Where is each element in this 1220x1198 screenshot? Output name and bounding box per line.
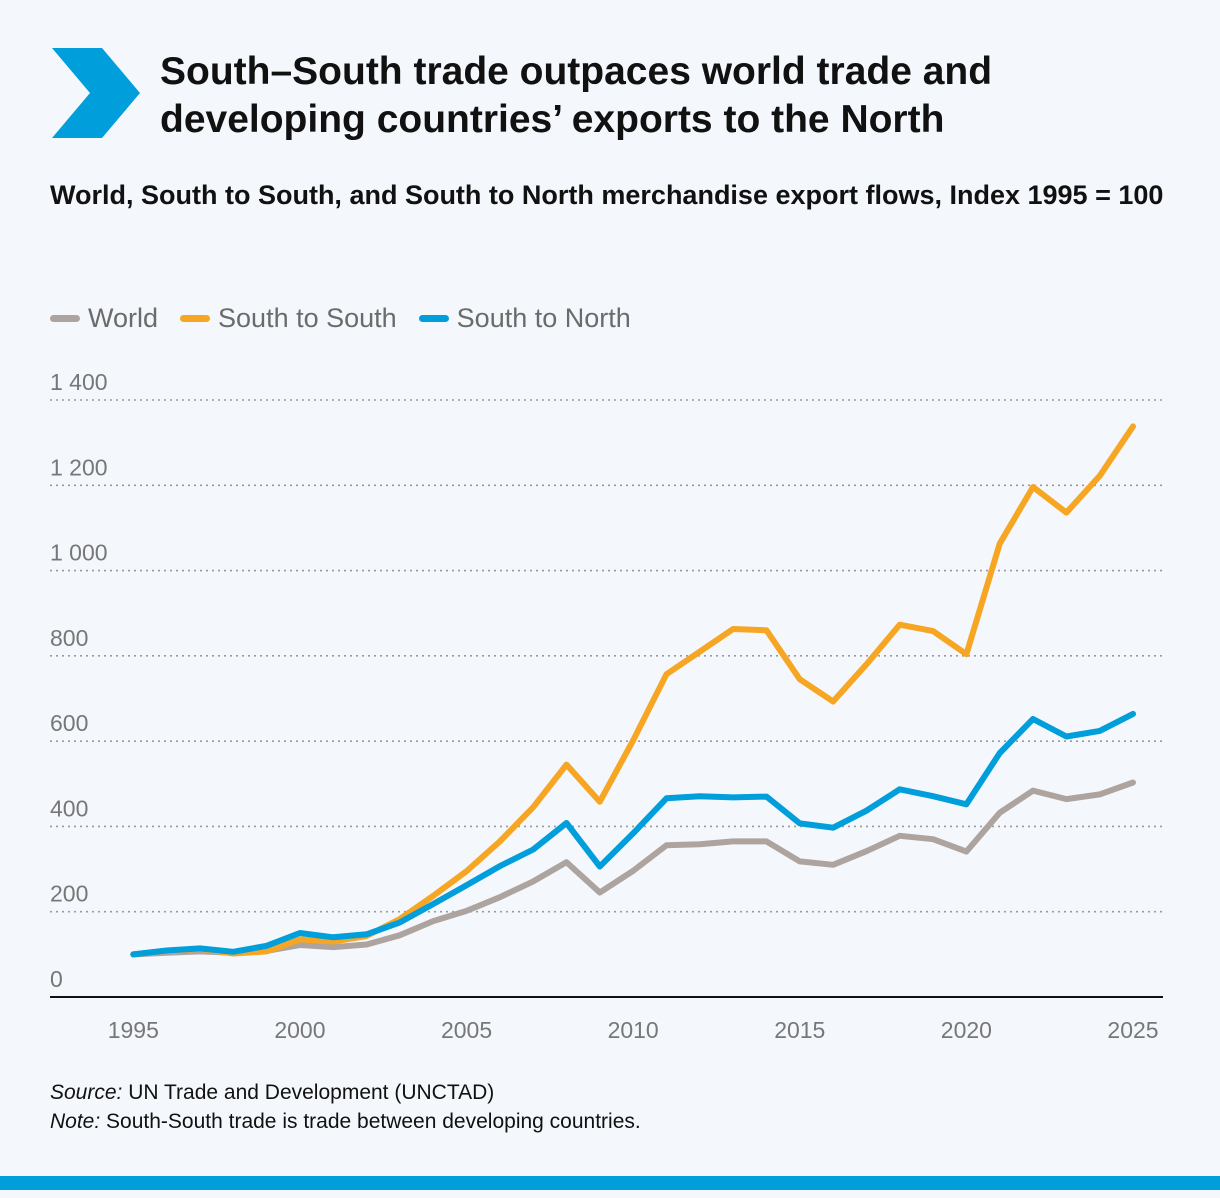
legend-swatch-south-to-south [180, 314, 211, 322]
x-tick-label: 2015 [774, 1017, 825, 1043]
chart-footer: Source: UN Trade and Development (UNCTAD… [50, 1078, 641, 1136]
legend-label-world: World [88, 302, 159, 333]
legend-item-south-to-north: South to North [418, 302, 631, 334]
note-label: Note: [50, 1110, 101, 1133]
legend-label-south-to-south: South to South [218, 302, 397, 333]
x-tick-label: 2020 [941, 1017, 992, 1043]
series-line-south-to-south [130, 423, 1136, 958]
chart-title: South–South trade outpaces world trade a… [160, 50, 993, 141]
y-tick-label: 0 [50, 966, 63, 992]
legend-item-world: World [50, 303, 158, 334]
x-tick-label: 2005 [441, 1017, 492, 1043]
chart-legend: World South to South South to North [50, 300, 653, 336]
bottom-accent-bar [0, 1176, 1220, 1190]
chevron-icon [52, 48, 140, 138]
source-label: Source: [50, 1081, 123, 1104]
x-tick-label: 2025 [1107, 1017, 1158, 1043]
note-line: Note: South-South trade is trade between… [50, 1107, 641, 1136]
line-chart: 0 200 400 600 800 1 000 1 200 1 400 1995 2000 2005… [50, 369, 1163, 1043]
series-line-world [130, 779, 1136, 958]
source-text: UN Trade and Development (UNCTAD) [122, 1081, 495, 1104]
x-tick-label: 2010 [608, 1017, 659, 1043]
chart-subtitle: World, South to South, and South to Nort… [50, 180, 1164, 210]
legend-label-south-to-north: South to North [456, 302, 631, 333]
x-tick-label: 1995 [108, 1017, 159, 1043]
y-tick-label: 1 200 [50, 454, 108, 480]
y-tick-label: 400 [50, 795, 88, 821]
y-tick-label: 600 [50, 710, 88, 736]
note-text: South-South trade is trade between devel… [100, 1110, 641, 1133]
y-tick-label: 800 [50, 625, 88, 651]
y-tick-label: 1 400 [50, 369, 108, 395]
source-line: Source: UN Trade and Development (UNCTAD… [50, 1078, 641, 1107]
chart-header: South–South trade outpaces world trade a… [52, 48, 1172, 148]
legend-swatch-south-to-north [418, 314, 449, 322]
series-line-south-to-north [130, 710, 1136, 958]
legend-swatch-world [50, 314, 80, 322]
x-tick-label: 2000 [274, 1017, 325, 1043]
y-tick-label: 1 000 [50, 540, 108, 566]
legend-item-south-to-south: South to South [180, 303, 397, 334]
y-tick-label: 200 [50, 881, 88, 907]
